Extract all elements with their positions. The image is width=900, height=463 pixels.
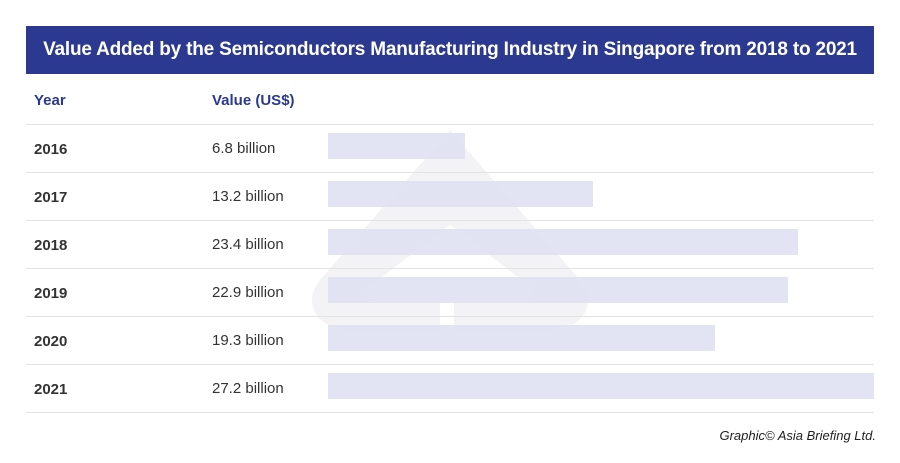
table-header: Year Value (US$) [26,74,874,125]
table-row: 2019 22.9 billion [26,268,874,317]
table-row: 2021 27.2 billion [26,364,874,413]
year-label: 2019 [34,285,68,302]
value-label: 27.2 billion [212,380,284,397]
value-bar [328,133,465,159]
value-label: 22.9 billion [212,284,284,301]
value-bar [328,229,798,255]
year-label: 2021 [34,381,68,398]
year-label: 2016 [34,141,68,158]
value-label: 6.8 billion [212,140,276,157]
year-label: 2020 [34,333,68,350]
table-row: 2018 23.4 billion [26,220,874,269]
value-bar [328,373,874,399]
graphic-credit: Graphic© Asia Briefing Ltd. [719,428,876,443]
value-label: 23.4 billion [212,236,284,253]
value-label: 13.2 billion [212,188,284,205]
year-label: 2017 [34,189,68,206]
table-row: 2020 19.3 billion [26,316,874,365]
chart-title: Value Added by the Semiconductors Manufa… [26,26,874,74]
year-column-header: Year [34,92,66,109]
value-bar [328,325,716,351]
table-row: 2017 13.2 billion [26,172,874,221]
value-label: 19.3 billion [212,332,284,349]
table-row: 2016 6.8 billion [26,124,874,173]
year-label: 2018 [34,237,68,254]
value-bar [328,181,593,207]
value-column-header: Value (US$) [212,92,295,109]
value-bar [328,277,788,303]
